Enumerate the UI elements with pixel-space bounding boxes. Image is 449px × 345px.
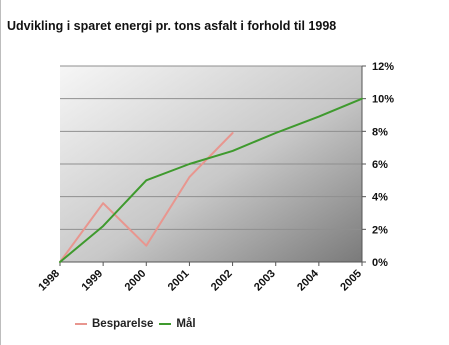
series-line-besparelse [59, 132, 234, 263]
x-tick-label: 2000 [123, 268, 149, 294]
x-tick-label: 2001 [166, 268, 192, 294]
legend-swatch-maal [159, 323, 172, 325]
series-line-maal [59, 97, 363, 263]
legend: Besparelse Mål [75, 318, 202, 330]
y-tick-label: 6% [372, 159, 388, 171]
legend-item-maal: Mål [159, 318, 196, 330]
y-tick-label: 8% [372, 126, 388, 138]
y-tick-label: 2% [372, 224, 388, 236]
y-tick-label: 10% [372, 94, 394, 106]
x-tick-label: 2005 [338, 268, 364, 294]
legend-swatch-besparelse [75, 323, 87, 325]
legend-item-besparelse: Besparelse [75, 318, 153, 330]
chart-title: Udvikling i sparet energi pr. tons asfal… [7, 19, 337, 33]
y-tick-label: 4% [372, 192, 388, 204]
legend-label-besparelse: Besparelse [92, 318, 154, 330]
x-tick-label: 2004 [295, 267, 321, 293]
y-tick-label: 12% [372, 61, 394, 73]
x-tick-label: 2003 [252, 268, 278, 294]
x-tick-label: 1999 [79, 268, 105, 294]
y-tick-label: 0% [372, 257, 388, 269]
x-tick-label: 1998 [36, 268, 62, 294]
legend-label-maal: Mål [176, 318, 196, 330]
x-tick-label: 2002 [209, 268, 235, 294]
